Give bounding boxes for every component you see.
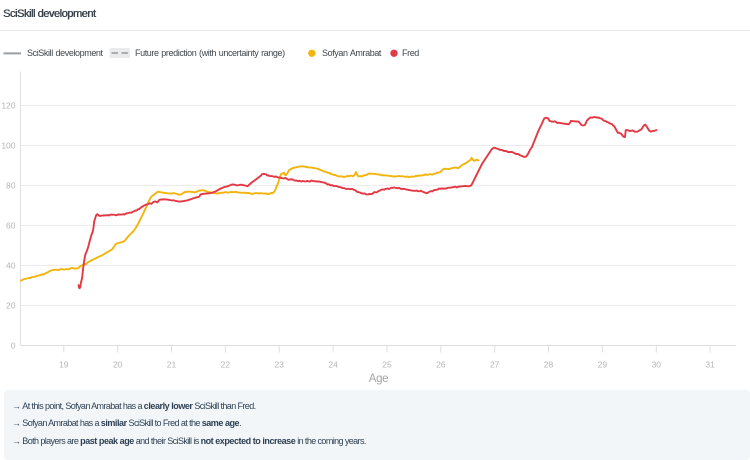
svg-text:19: 19 xyxy=(59,360,69,370)
svg-text:Age: Age xyxy=(369,373,389,385)
svg-text:100: 100 xyxy=(1,141,15,151)
svg-text:25: 25 xyxy=(382,360,392,370)
svg-text:0: 0 xyxy=(11,341,16,351)
svg-text:20: 20 xyxy=(6,301,16,311)
svg-text:120: 120 xyxy=(1,101,15,111)
svg-text:27: 27 xyxy=(490,360,500,370)
svg-text:31: 31 xyxy=(705,360,715,370)
svg-text:22: 22 xyxy=(221,360,231,370)
svg-text:40: 40 xyxy=(6,261,16,271)
svg-text:29: 29 xyxy=(598,360,608,370)
svg-text:80: 80 xyxy=(6,181,16,191)
svg-text:21: 21 xyxy=(167,360,177,370)
svg-text:60: 60 xyxy=(6,221,16,231)
svg-text:28: 28 xyxy=(544,360,554,370)
svg-text:24: 24 xyxy=(328,360,338,370)
svg-text:20: 20 xyxy=(113,360,123,370)
svg-text:30: 30 xyxy=(652,360,662,370)
svg-text:23: 23 xyxy=(274,360,284,370)
svg-text:26: 26 xyxy=(436,360,446,370)
